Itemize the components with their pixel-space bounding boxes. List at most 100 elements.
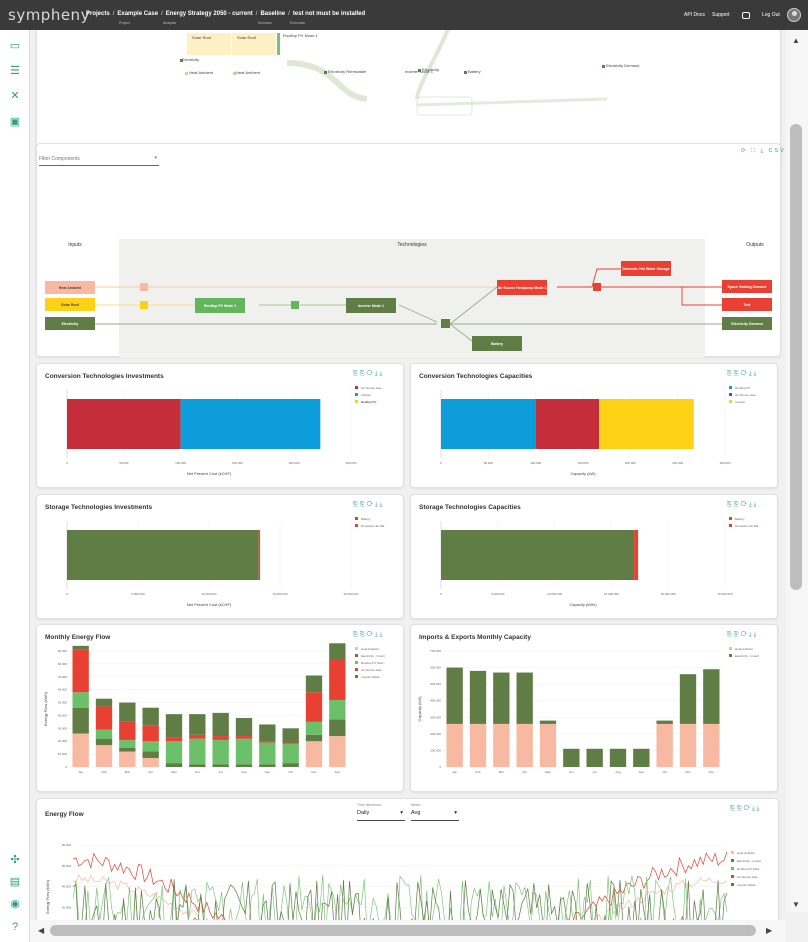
- outputs-label: Outputs: [746, 242, 764, 248]
- bar-segment: [212, 764, 229, 767]
- connector-node: [593, 283, 601, 291]
- scroll-left-icon[interactable]: ◀: [38, 926, 45, 935]
- breadcrumb-item[interactable]: test not must be installed: [292, 11, 366, 17]
- chevron-down-icon: ▾: [400, 810, 403, 816]
- x-tick-label: Jul: [593, 770, 597, 774]
- bar-segment: [72, 733, 89, 767]
- api-docs-link[interactable]: API Docs: [684, 12, 705, 18]
- monthly-title: Monthly Energy Flow: [45, 634, 111, 641]
- legend-swatch: [355, 668, 358, 671]
- time-dimension-value: Daily: [357, 810, 370, 816]
- y-tick-label: 30,000: [62, 905, 72, 909]
- logout-link[interactable]: Log Out: [762, 12, 780, 18]
- chart-icon[interactable]: ▣: [9, 116, 21, 128]
- y-tick-label: 0: [65, 765, 67, 769]
- y-tick-label: 50,000: [58, 701, 68, 705]
- y-tick-label: 40,000: [62, 885, 72, 889]
- system-diagram[interactable]: Inputs Technologies Outputs Heat Ambient Sol…: [37, 144, 782, 359]
- output-node: [722, 298, 772, 311]
- network-icon[interactable]: ✣: [10, 854, 20, 866]
- folder-icon[interactable]: ▭: [9, 40, 21, 52]
- bar-segment: [329, 643, 346, 661]
- y-tick-label: 70,000: [58, 675, 68, 679]
- x-tick-label: Jun: [569, 770, 574, 774]
- bar-segment: [469, 723, 487, 767]
- sankey-node-label: Electricity: [182, 57, 199, 62]
- breadcrumb-item[interactable]: Projects: [86, 11, 110, 17]
- avatar[interactable]: [787, 8, 801, 22]
- stor-inv-card: Storage Technologies Investments ⎘⎘⟳⤓⤓ 0…: [36, 494, 404, 619]
- chart-tools-icon[interactable]: ⎘⎘⟳⤓⤓: [353, 371, 385, 377]
- vertical-scroll-thumb[interactable]: [790, 124, 802, 590]
- chart-tools-icon[interactable]: ⎘⎘⟳⤓⤓: [727, 632, 759, 638]
- legend-label: Battery: [735, 517, 745, 521]
- chart-tools-icon[interactable]: ⎘⎘⟳⤓⤓: [727, 502, 759, 508]
- conv-cap-title: Conversion Technologies Capacities: [419, 373, 533, 380]
- bar-segment: [259, 741, 276, 743]
- scroll-down-icon[interactable]: ▼: [792, 900, 800, 909]
- bar-segment: [72, 649, 89, 693]
- breadcrumb-item[interactable]: Energy Strategy 2050 - current: [165, 11, 253, 17]
- app-logo[interactable]: sympheny: [8, 6, 90, 24]
- x-tick-label: 250,000: [672, 461, 683, 465]
- legend-label: Inverter Mode...: [737, 883, 758, 887]
- bar-segment: [329, 699, 346, 720]
- horizontal-scroll-thumb[interactable]: [50, 925, 756, 936]
- bar-segment: [441, 399, 536, 449]
- list-icon[interactable]: ☰: [10, 65, 20, 77]
- breadcrumb-item[interactable]: Example Case: [117, 11, 159, 17]
- sankey-link: [416, 97, 608, 107]
- bar-segment: [235, 764, 253, 767]
- bar-segment: [656, 720, 673, 724]
- chart-tools-icon[interactable]: ⎘⎘⟳⤓⤓: [353, 632, 385, 638]
- legend-swatch: [355, 647, 358, 650]
- support-link[interactable]: Support: [712, 12, 730, 18]
- x-tick-label: Aug: [241, 770, 247, 774]
- sankey-node-label: Heat Ambient: [189, 70, 214, 75]
- legend-swatch: [355, 517, 358, 520]
- bar-segment: [189, 738, 206, 765]
- x-tick-label: Feb: [101, 770, 107, 774]
- legend-swatch: [729, 647, 732, 650]
- bar-segment: [142, 725, 159, 742]
- help-icon[interactable]: ?: [11, 921, 19, 933]
- breadcrumb-item[interactable]: Baseline: [260, 11, 286, 17]
- scroll-right-icon[interactable]: ▶: [766, 926, 773, 935]
- bar-segment: [235, 718, 253, 737]
- metric-select[interactable]: Avg ▾: [411, 810, 459, 821]
- y-tick-label: 90,000: [58, 649, 68, 653]
- x-tick-label: 10,000,000: [547, 592, 562, 596]
- bar-segment: [282, 742, 299, 744]
- bar-segment: [165, 737, 183, 742]
- x-tick-label: Dec: [335, 770, 341, 774]
- tech-node-label: Inverter Mode 1: [358, 304, 384, 308]
- diagram-tools[interactable]: ⟳ ⛶ ⤓ CSV: [741, 148, 786, 154]
- x-tick-label: Oct: [288, 770, 293, 774]
- bar-segment: [72, 707, 89, 734]
- tools-icon[interactable]: ✕: [10, 90, 20, 102]
- filter-components[interactable]: Filter Components ▾: [39, 152, 159, 166]
- y-tick-label: 600,000: [430, 666, 441, 670]
- sankey-node: [277, 33, 280, 55]
- tech-node-label: Domestic Hot Water Storage: [622, 267, 669, 271]
- bar-segment: [305, 675, 323, 693]
- x-axis-label: Net Present Cost (kCHF): [187, 602, 232, 607]
- metric-label: Metric: [411, 803, 421, 807]
- sankey-node-label: Solar Roof: [237, 35, 257, 40]
- bar-segment: [305, 692, 323, 722]
- chat-icon[interactable]: [742, 12, 750, 19]
- user-icon[interactable]: ◉: [10, 898, 20, 910]
- chart-tools-icon[interactable]: ⎘⎘⟳⤓⤓: [727, 371, 759, 377]
- bar-segment: [165, 763, 183, 767]
- connector-node: [140, 301, 148, 309]
- bar-segment: [493, 672, 510, 724]
- breadcrumb-separator: /: [112, 11, 115, 17]
- sankey-node-label: Electricity Renewable: [328, 69, 367, 74]
- chart-tools-icon[interactable]: ⎘⎘⟳⤓⤓: [730, 806, 762, 812]
- legend-swatch: [731, 867, 734, 870]
- scroll-up-icon[interactable]: ▲: [792, 36, 800, 45]
- y-tick-label: 60,000: [58, 688, 68, 692]
- chart-tools-icon[interactable]: ⎘⎘⟳⤓⤓: [353, 502, 385, 508]
- time-dimension-select[interactable]: Daily ▾: [357, 810, 405, 821]
- table-icon[interactable]: ▤: [9, 876, 21, 888]
